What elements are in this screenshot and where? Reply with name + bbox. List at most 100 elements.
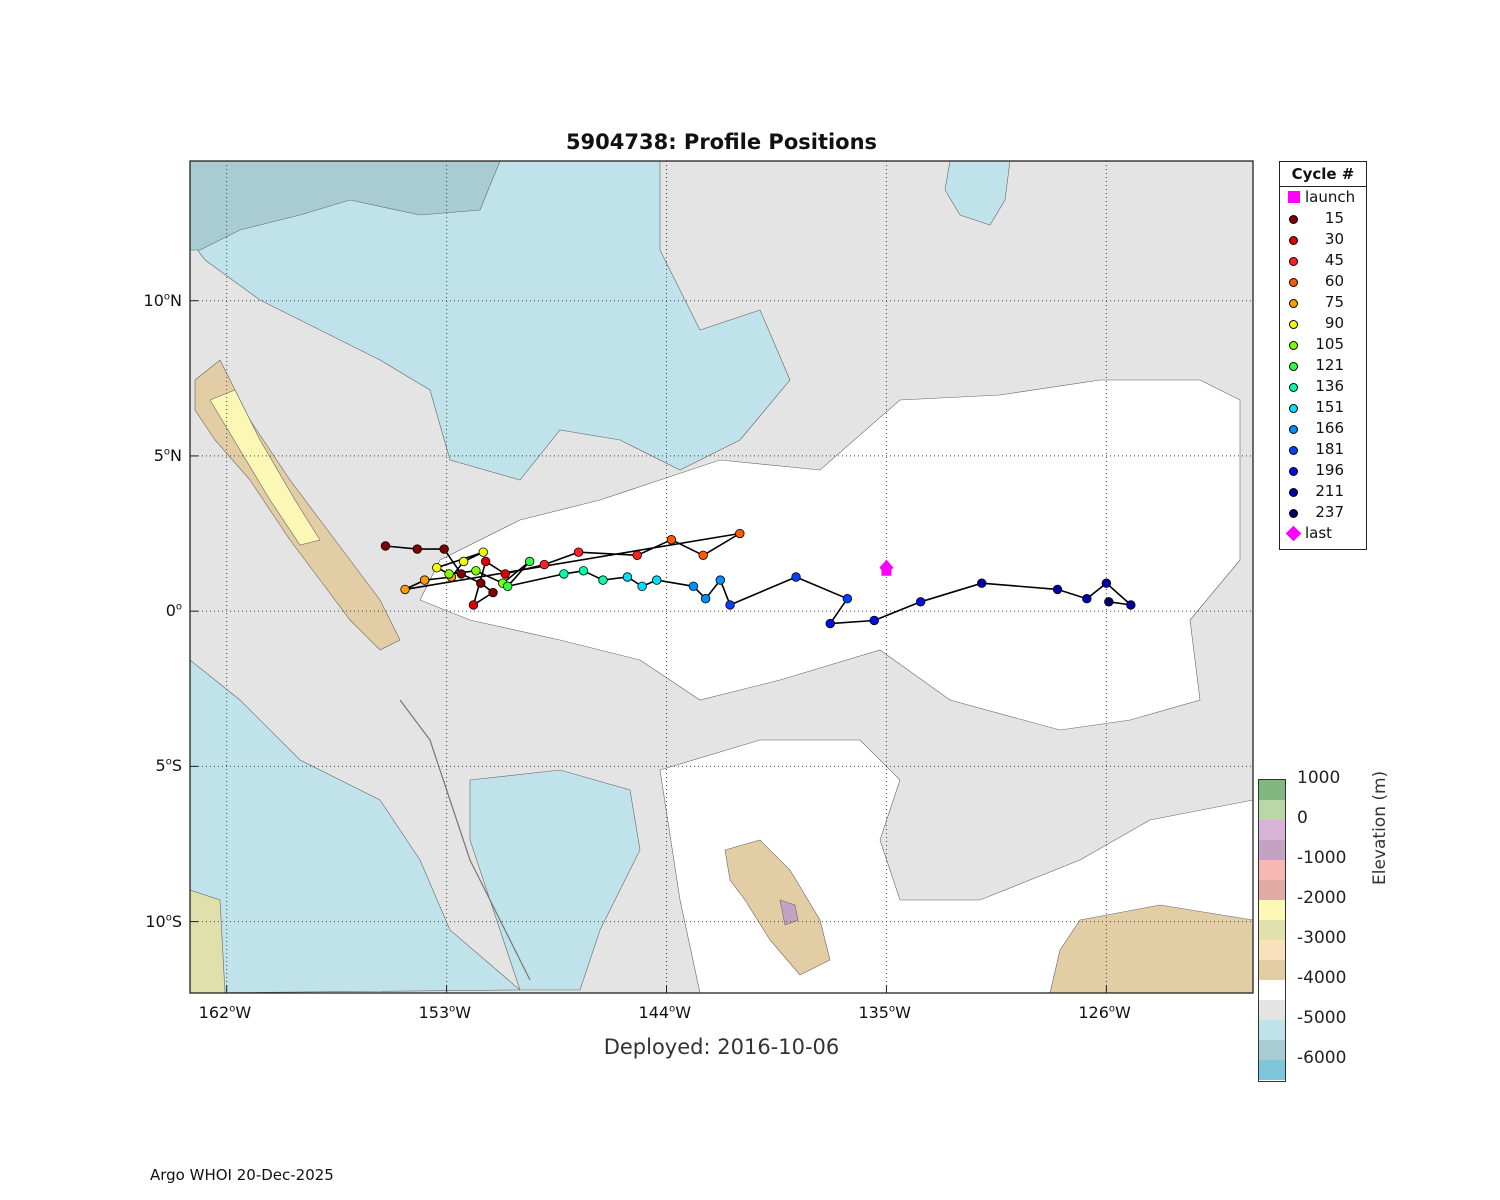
legend-entry: 75	[1280, 292, 1366, 313]
deep-basin-northwest	[190, 161, 501, 251]
y-tick-label: 10oN	[143, 290, 182, 310]
chain-south-west	[399, 699, 531, 981]
colorbar-swatch	[1259, 980, 1285, 1000]
dot-marker-icon	[1289, 509, 1298, 518]
colorbar-tick-label: 1000	[1297, 768, 1341, 788]
profile-point	[478, 547, 488, 557]
colorbar-swatch	[1259, 1060, 1285, 1080]
legend-label: 90	[1324, 314, 1344, 332]
map-title: 5904738: Profile Positions	[565, 130, 878, 154]
abyssal-plain-equator	[419, 379, 1241, 731]
profile-point	[869, 615, 879, 626]
profile-points	[380, 528, 1136, 629]
profile-point	[380, 541, 391, 551]
profile-point	[700, 594, 711, 604]
profile-point	[791, 572, 801, 582]
profile-point	[598, 575, 608, 585]
profile-point	[1126, 600, 1136, 610]
colorbar-swatch	[1259, 900, 1285, 920]
legend-entry: 151	[1280, 397, 1366, 418]
legend-label: 237	[1315, 503, 1344, 521]
colorbar-tick-label: -3000	[1297, 928, 1347, 948]
profile-point	[688, 581, 699, 592]
legend-entry: 60	[1280, 271, 1366, 292]
dot-marker-icon	[1289, 257, 1298, 266]
legend-label: 181	[1315, 440, 1344, 458]
profile-point	[735, 528, 745, 539]
legend-entry: launch	[1280, 187, 1366, 208]
legend-label: 75	[1324, 293, 1344, 311]
profile-point	[502, 581, 513, 592]
profile-point	[632, 550, 642, 560]
legend-entry: 105	[1280, 334, 1366, 355]
dot-marker-icon	[1289, 362, 1298, 371]
x-tick-label: 135oW	[858, 1003, 911, 1022]
deep-basin-northeast	[944, 161, 1011, 226]
dot-marker-icon	[1289, 488, 1298, 497]
legend-entry: 196	[1280, 460, 1366, 481]
profile-point	[1104, 597, 1114, 607]
elevation-colorbar	[1258, 779, 1286, 1082]
dot-marker-icon	[1289, 383, 1298, 392]
shelf-southeast	[1049, 904, 1253, 993]
colorbar-tick-label: -1000	[1297, 848, 1347, 868]
ridge-west-crest	[209, 389, 321, 546]
dot-marker-icon	[1289, 446, 1298, 455]
colorbar-swatch	[1259, 1020, 1285, 1040]
colorbar-swatch	[1259, 840, 1285, 860]
profile-point	[652, 575, 662, 585]
profile-point	[637, 581, 647, 592]
profile-point	[432, 562, 442, 573]
colorbar-swatch	[1259, 800, 1285, 820]
profile-point	[573, 547, 584, 557]
profile-point	[476, 578, 486, 588]
legend-title: Cycle #	[1280, 162, 1366, 187]
y-tick-label: 5oN	[153, 445, 182, 465]
profile-point	[500, 569, 510, 579]
legend-entry: 121	[1280, 355, 1366, 376]
profile-point	[458, 556, 469, 567]
seamount-south	[724, 839, 831, 976]
profile-point	[412, 544, 422, 554]
colorbar-swatch	[1259, 940, 1285, 960]
profile-point	[400, 584, 410, 595]
legend-label: 121	[1315, 356, 1344, 374]
colorbar-swatch	[1259, 1000, 1285, 1020]
legend-label: 30	[1324, 230, 1344, 248]
legend-label: 136	[1315, 377, 1344, 395]
colorbar-tick-label: 0	[1297, 808, 1308, 828]
colorbar-swatch	[1259, 880, 1285, 900]
colorbar-swatch	[1259, 960, 1285, 980]
profile-point	[715, 575, 725, 585]
profile-point	[666, 535, 677, 545]
profile-point	[524, 556, 535, 567]
dot-marker-icon	[1289, 299, 1298, 308]
legend-label: 15	[1324, 209, 1344, 227]
profile-point	[488, 587, 498, 598]
legend-label: 45	[1324, 251, 1344, 269]
legend-label: 151	[1315, 398, 1344, 416]
profile-point	[842, 594, 853, 604]
profile-point	[1082, 594, 1092, 604]
profile-point	[622, 572, 633, 582]
profile-point	[539, 559, 550, 570]
legend-entry: 136	[1280, 376, 1366, 397]
legend-label: 211	[1315, 482, 1344, 500]
deep-basin-south	[469, 769, 641, 991]
colorbar-swatch	[1259, 780, 1285, 800]
profile-point	[468, 600, 479, 610]
colorbar-tick-label: -5000	[1297, 1008, 1347, 1028]
dot-marker-icon	[1289, 215, 1298, 224]
x-tick-label: 126oW	[1078, 1003, 1131, 1022]
profile-point	[471, 566, 481, 576]
diamond-marker-icon	[1285, 525, 1302, 542]
map-frame	[189, 160, 1254, 994]
profile-point	[698, 550, 708, 560]
square-marker-icon	[1288, 191, 1300, 203]
colorbar-swatch	[1259, 920, 1285, 940]
profile-point	[456, 569, 466, 579]
seamount-south-peak	[779, 899, 799, 926]
last-marker	[879, 559, 894, 576]
dot-marker-icon	[1289, 467, 1298, 476]
profile-point	[578, 566, 589, 576]
